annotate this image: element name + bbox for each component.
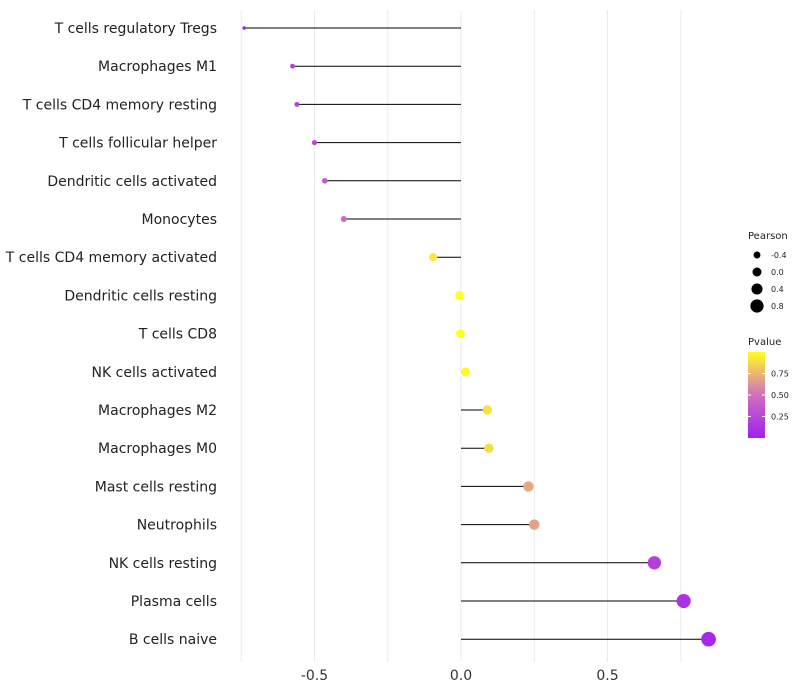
category-label: Macrophages M0 xyxy=(98,441,217,457)
category-label: B cells naive xyxy=(129,632,217,648)
category-label: NK cells activated xyxy=(92,365,217,381)
category-label: Neutrophils xyxy=(137,518,217,534)
pvalue-legend-title: Pvalue xyxy=(748,337,781,348)
category-label: Macrophages M1 xyxy=(98,59,217,75)
lollipop-point xyxy=(242,26,246,30)
category-label: Mast cells resting xyxy=(95,479,217,495)
lollipop-point xyxy=(294,101,300,107)
pearson-legend-label: 0.4 xyxy=(771,285,784,294)
lollipop-point xyxy=(321,178,328,184)
lollipop-point xyxy=(311,139,318,146)
pearson-legend-key xyxy=(750,299,764,313)
lollipop-point xyxy=(460,367,470,377)
pearson-legend-key xyxy=(752,267,762,277)
category-label: Macrophages M2 xyxy=(98,403,217,419)
category-label: T cells CD8 xyxy=(138,327,217,343)
category-labels: T cells regulatory Tregs Macrophages M1 T … xyxy=(5,21,217,648)
category-label: T cells follicular helper xyxy=(58,136,217,152)
x-tick-label: 0.0 xyxy=(450,668,472,684)
pvalue-color-legend: Pvalue 0.25 0.50 0.75 xyxy=(748,337,789,438)
grid-layer xyxy=(240,10,682,662)
pearson-legend-key xyxy=(753,251,761,259)
pearson-size-legend: Pearson -0.4 0.0 0.4 0.8 xyxy=(748,231,788,313)
category-label: T cells CD4 memory resting xyxy=(22,97,217,113)
lollipop-point xyxy=(528,519,540,530)
category-label: Dendritic cells resting xyxy=(64,288,217,304)
category-label: T cells regulatory Tregs xyxy=(54,21,217,37)
stem-layer xyxy=(244,27,709,640)
lollipop-point xyxy=(523,481,534,492)
pearson-legend-title: Pearson xyxy=(748,231,788,242)
pvalue-tick-label: 0.50 xyxy=(771,391,789,400)
category-label: Monocytes xyxy=(142,212,217,228)
pearson-legend-label: 0.0 xyxy=(771,268,784,277)
x-tick-label: 0.5 xyxy=(596,668,618,684)
pearson-legend-label: -0.4 xyxy=(771,251,787,260)
lollipop-point xyxy=(484,443,494,453)
pvalue-tick-label: 0.25 xyxy=(771,413,789,422)
category-label: Plasma cells xyxy=(131,594,217,610)
x-axis-tick-labels: -0.5 0.0 0.5 xyxy=(301,668,619,684)
category-label: T cells CD4 memory activated xyxy=(5,250,217,266)
pvalue-colorbar xyxy=(748,352,765,438)
pvalue-tick-label: 0.75 xyxy=(771,370,789,379)
lollipop-point xyxy=(647,556,662,570)
point-layer xyxy=(242,26,716,647)
pearson-legend-key xyxy=(751,283,763,295)
lollipop-point xyxy=(290,63,295,69)
lollipop-point xyxy=(340,216,347,222)
lollipop-point xyxy=(482,405,493,415)
lollipop-point xyxy=(429,253,438,262)
pearson-legend-label: 0.8 xyxy=(771,302,784,311)
lollipop-point xyxy=(701,631,716,647)
category-label: Dendritic cells activated xyxy=(47,174,217,190)
lollipop-point xyxy=(456,329,465,338)
x-tick-label: -0.5 xyxy=(301,668,328,684)
lollipop-point xyxy=(676,593,691,609)
lollipop-point xyxy=(455,291,464,300)
category-label: NK cells resting xyxy=(109,556,217,572)
